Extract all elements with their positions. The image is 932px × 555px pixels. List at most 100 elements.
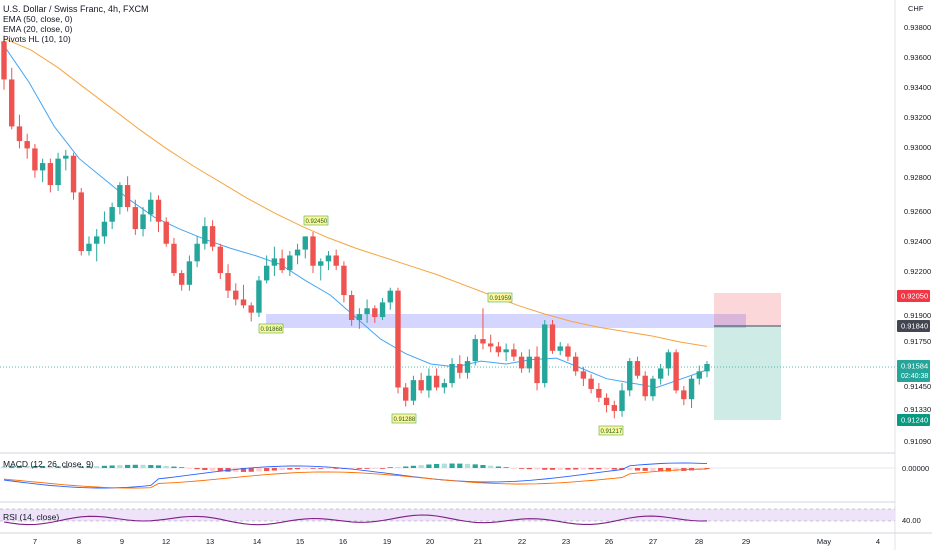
candle-body bbox=[642, 375, 648, 397]
candle-body bbox=[403, 387, 409, 401]
candle-body bbox=[480, 339, 486, 344]
indicator-ema50[interactable]: EMA (50, close, 0) bbox=[3, 14, 73, 24]
currency-label: CHF bbox=[908, 4, 924, 13]
macd-histogram-bar bbox=[372, 468, 378, 469]
candle-body bbox=[603, 397, 610, 406]
candle-body bbox=[163, 221, 169, 244]
macd-histogram-bar bbox=[426, 464, 432, 468]
macd-histogram-bar bbox=[642, 468, 648, 471]
pivot-label-box bbox=[303, 215, 329, 226]
candle-body bbox=[418, 380, 424, 391]
candle-body bbox=[310, 236, 316, 266]
time-tick-label: 23 bbox=[562, 537, 570, 546]
time-tick-label: 26 bbox=[605, 537, 613, 546]
candle-body bbox=[86, 243, 92, 252]
symbol-title[interactable]: U.S. Dollar / Swiss Franc, 4h, FXCM bbox=[3, 4, 149, 14]
candle-body bbox=[657, 368, 664, 379]
supply-zone bbox=[266, 314, 746, 328]
macd-histogram-bar bbox=[457, 463, 463, 468]
rsi-label: RSI (14, close) bbox=[3, 512, 59, 522]
macd-label: MACD (12, 26, close, 9) bbox=[3, 459, 94, 469]
time-tick-label: 20 bbox=[426, 537, 434, 546]
macd-histogram-bar bbox=[495, 466, 502, 468]
macd-histogram-bar bbox=[658, 468, 664, 472]
time-tick-label: 7 bbox=[33, 537, 37, 546]
macd-histogram-bar bbox=[179, 467, 185, 468]
time-tick-label: 4 bbox=[876, 537, 880, 546]
price-tick-label: 0.91090 bbox=[904, 437, 931, 446]
macd-histogram-bar bbox=[549, 468, 556, 470]
macd-histogram-bar bbox=[117, 465, 123, 468]
macd-histogram-bar bbox=[403, 466, 409, 468]
candle-body bbox=[240, 299, 247, 306]
candle-body bbox=[673, 352, 679, 391]
macd-histogram-bar bbox=[488, 465, 494, 468]
macd-histogram-bar bbox=[318, 468, 324, 469]
price-badge bbox=[897, 320, 930, 332]
rsi-band bbox=[0, 509, 895, 521]
candle-body bbox=[433, 375, 440, 388]
macd-histogram-bar bbox=[294, 468, 301, 470]
candle-body bbox=[333, 255, 339, 266]
candle-body bbox=[271, 258, 278, 266]
time-tick-label: 27 bbox=[649, 537, 657, 546]
time-tick-label: 16 bbox=[339, 537, 347, 546]
macd-histogram-bar bbox=[94, 466, 100, 468]
macd-histogram-bar bbox=[155, 465, 162, 468]
price-badge bbox=[897, 414, 930, 426]
macd-histogram-bar bbox=[194, 468, 200, 470]
rsi-value-label: 40.00 bbox=[902, 516, 921, 525]
macd-histogram-bar bbox=[70, 466, 77, 468]
candle-body bbox=[487, 343, 494, 347]
time-tick-label: 28 bbox=[695, 537, 703, 546]
macd-histogram-bar bbox=[32, 466, 38, 468]
macd-histogram-bar bbox=[434, 463, 440, 468]
take-profit-area bbox=[714, 326, 781, 420]
pivot-label-box bbox=[391, 413, 417, 424]
candle-body bbox=[155, 199, 162, 222]
macd-histogram-bar bbox=[109, 465, 115, 468]
macd-histogram-bar bbox=[573, 468, 579, 470]
time-tick-label: 21 bbox=[474, 537, 482, 546]
price-badge bbox=[897, 360, 930, 382]
candle-body bbox=[70, 155, 77, 193]
candle-body bbox=[202, 226, 208, 244]
macd-histogram-bar bbox=[256, 468, 262, 472]
candle-body bbox=[627, 361, 633, 391]
candle-body bbox=[117, 185, 123, 208]
candle-body bbox=[526, 356, 533, 369]
candle-body bbox=[101, 221, 108, 237]
candle-body bbox=[379, 302, 386, 318]
candle-body bbox=[294, 249, 301, 256]
time-tick-label: 29 bbox=[742, 537, 750, 546]
candle-body bbox=[140, 214, 146, 230]
price-tick-label: 0.91750 bbox=[904, 337, 931, 346]
candle-body bbox=[171, 243, 177, 274]
pivot-label: 0.91868 bbox=[261, 327, 283, 333]
indicator-pivots[interactable]: Pivots HL (10, 10) bbox=[3, 34, 71, 44]
price-tick-label: 0.91900 bbox=[904, 311, 931, 320]
macd-histogram-bar bbox=[588, 468, 594, 470]
price-tick-label: 0.92200 bbox=[904, 267, 931, 276]
macd-histogram-bar bbox=[503, 467, 509, 468]
rsi-line bbox=[3, 514, 708, 526]
pivot-label-box bbox=[258, 323, 284, 334]
candle-body bbox=[348, 295, 355, 320]
macd-histogram-bar bbox=[325, 468, 332, 469]
macd-histogram-bar bbox=[47, 466, 53, 468]
candle-body bbox=[518, 356, 525, 369]
candle-body bbox=[472, 339, 478, 362]
macd-histogram-bar bbox=[24, 465, 30, 468]
macd-histogram-bar bbox=[163, 465, 169, 468]
price-badge-value: 0.92050 bbox=[901, 292, 928, 301]
candle-body bbox=[248, 305, 254, 313]
indicator-ema20[interactable]: EMA (20, close, 0) bbox=[3, 24, 73, 34]
candle-body bbox=[1, 41, 7, 80]
candle-body bbox=[619, 390, 625, 411]
macd-histogram-bar bbox=[264, 468, 270, 472]
macd-histogram-bar bbox=[279, 468, 285, 471]
macd-histogram-bar bbox=[627, 468, 633, 471]
ema50-line bbox=[3, 37, 708, 347]
